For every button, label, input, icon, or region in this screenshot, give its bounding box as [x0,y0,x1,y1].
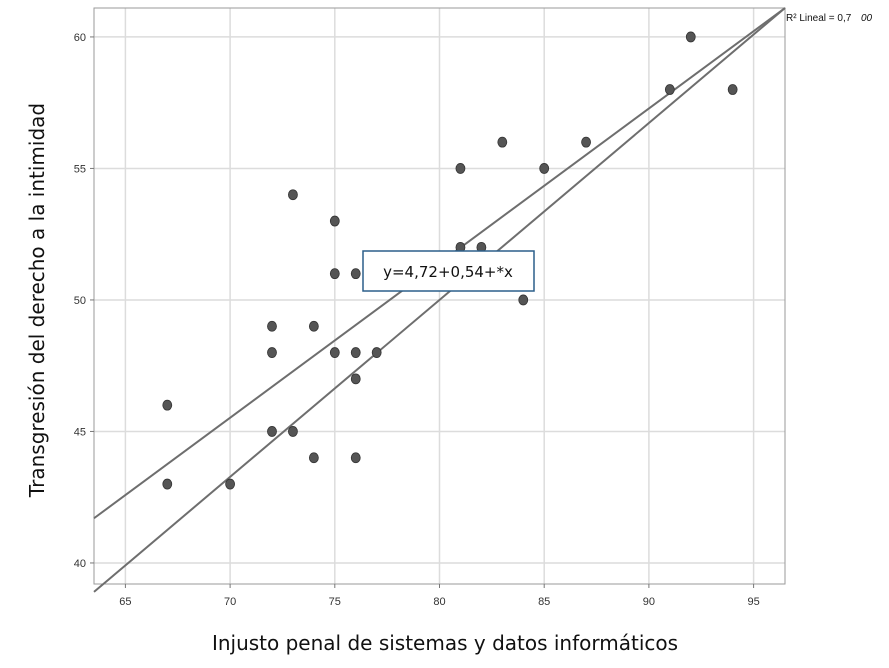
data-point [288,426,298,437]
x-tick-label: 95 [747,596,759,608]
x-tick-label: 85 [538,596,550,608]
data-point [225,478,236,490]
data-point [162,478,173,490]
y-axis-title: Transgresión del derecho a la intimidad [25,103,49,498]
data-points [162,31,738,490]
data-point [497,136,508,148]
data-point [288,189,298,201]
equation-label: y=4,72+0,54+*x [383,263,513,281]
fit-line [93,7,786,593]
x-tick-label: 75 [329,596,341,608]
data-point [329,268,340,280]
r2-label: R² Lineal = 0,7 [786,13,852,24]
data-point [308,452,319,464]
y-tick-label: 45 [74,426,86,438]
data-point [371,347,382,358]
equation-box: y=4,72+0,54+*x [362,250,535,292]
data-point [455,163,466,174]
data-point [267,347,277,358]
data-point [350,268,361,280]
y-tick-label: 50 [74,295,86,307]
data-point [664,84,675,95]
data-point [581,136,591,148]
y-tick-label: 40 [74,558,86,570]
data-point [350,373,361,385]
data-point [539,163,550,174]
data-point [329,215,340,227]
grid-lines [94,8,785,584]
data-point [685,31,696,43]
data-point [329,347,340,358]
x-tick-label: 80 [433,596,445,608]
data-point [727,84,738,95]
x-tick-label: 70 [224,596,236,608]
data-point [518,294,529,306]
y-axis-ticks: 40 45 50 55 60 [74,32,94,570]
data-point [350,347,361,358]
x-tick-label: 65 [119,596,131,608]
x-axis-ticks: 65 70 75 80 85 90 95 [119,584,760,608]
x-tick-label: 90 [643,596,655,608]
x-axis-title: Injusto penal de sistemas y datos inform… [212,631,678,655]
y-tick-label: 55 [74,163,86,175]
data-point [162,399,173,411]
data-point [350,452,361,464]
data-point [308,320,319,332]
data-point [267,426,277,437]
y-tick-label: 60 [74,32,86,44]
data-point [267,320,277,332]
r2-tail: 00 [861,13,873,24]
